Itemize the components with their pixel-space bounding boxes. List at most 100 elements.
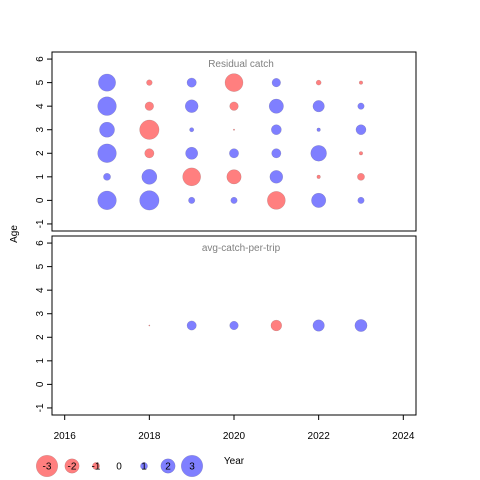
- y-tick-label: 1: [35, 358, 46, 364]
- legend-bubble: [64, 458, 80, 474]
- legend-label: 3: [189, 462, 195, 473]
- bubble-point: [146, 79, 153, 86]
- bubble-point: [269, 170, 283, 184]
- panels: Residual catch-10123456avg-catch-per-tri…: [35, 51, 417, 416]
- y-tick-label: 6: [35, 56, 46, 62]
- y-tick-label: -1: [35, 219, 46, 228]
- bubble-point: [316, 127, 321, 132]
- bubble-point: [189, 127, 194, 133]
- y-tick-label: 4: [35, 103, 46, 109]
- panel-frame: [51, 51, 417, 232]
- legend-entry: -1: [92, 462, 101, 473]
- panel-2: avg-catch-per-trip -1 0 1 2 3 4 5 6: [35, 235, 417, 416]
- bubble-point: [229, 148, 239, 159]
- bubble-point: [316, 79, 322, 86]
- bubble-point: [312, 100, 325, 113]
- bubble-point: [311, 193, 326, 208]
- bubble-point: [186, 320, 197, 331]
- legend-bubble: [160, 458, 176, 474]
- y-tick-label: 3: [35, 311, 46, 317]
- legend-bubble: [92, 462, 100, 470]
- legend-entry: 3: [181, 455, 203, 477]
- y-tick-label: 3: [35, 127, 46, 133]
- y-tick-label: 2: [35, 150, 46, 156]
- bubble-point: [355, 124, 367, 135]
- bubble-point: [226, 169, 242, 185]
- y-tick-label: 0: [35, 197, 46, 203]
- bubble-point: [312, 319, 325, 332]
- x-axis-label: Year: [224, 456, 245, 467]
- panel-title: avg-catch-per-trip: [202, 243, 281, 254]
- bubble-point: [271, 78, 281, 88]
- bubble-point: [359, 151, 363, 156]
- y-axis-label: Age: [9, 225, 20, 243]
- legend-entry: -3: [36, 455, 58, 477]
- legend-entry: -2: [64, 458, 80, 474]
- legend-label: 0: [116, 462, 122, 473]
- legend-entry: 1: [140, 462, 148, 473]
- bubble-point: [270, 319, 282, 332]
- x-tick-label: 2024: [392, 431, 415, 442]
- bubble-point: [233, 128, 235, 131]
- legend-label: -2: [68, 462, 77, 473]
- bubble-point: [310, 145, 327, 162]
- bubble-point: [99, 122, 115, 138]
- bubble-point: [97, 190, 117, 210]
- bubble-point: [224, 73, 244, 92]
- legend-bubble: [140, 462, 148, 470]
- legend-bubble: [36, 455, 58, 477]
- legend-entry: 2: [160, 458, 176, 474]
- x-tick-label: 2016: [54, 431, 77, 442]
- bubble-point: [144, 148, 155, 159]
- legend-entry: 0: [116, 462, 122, 473]
- bubble-point: [185, 99, 199, 113]
- legend-bubble: [181, 455, 203, 477]
- bubble-point: [103, 173, 111, 181]
- bubble-point: [141, 169, 158, 185]
- bubble-point: [148, 324, 151, 327]
- bubble-point: [357, 102, 365, 110]
- y-tick-label: 0: [35, 381, 46, 387]
- legend-label: 1: [141, 462, 147, 473]
- axis-labels: Age Year: [9, 225, 245, 467]
- x-tick-label: 2018: [138, 431, 161, 442]
- bubble-point: [139, 190, 160, 211]
- panel-1: Residual catch -1 0 1 2 3 4 5 6: [35, 51, 417, 232]
- bubble-point: [97, 143, 117, 163]
- legend-label: -1: [92, 462, 101, 473]
- bubble-point: [359, 80, 363, 85]
- y-tick-label: 1: [35, 174, 46, 180]
- bubble-point: [229, 101, 239, 111]
- y-tick-label: 4: [35, 287, 46, 293]
- legend: -3 -2 -1 0 1 2 3: [36, 455, 203, 477]
- bubble-point: [185, 147, 198, 160]
- bubble-point: [139, 119, 160, 140]
- x-tick-label: 2022: [308, 431, 331, 442]
- bubble-point: [357, 173, 365, 181]
- bubble-point: [188, 197, 196, 204]
- bubble-point: [354, 319, 368, 332]
- bubble-point: [267, 191, 286, 210]
- bubble-point: [271, 148, 282, 159]
- x-tick-label: 2020: [223, 431, 246, 442]
- bubble-point: [271, 124, 282, 135]
- bubble-point: [144, 101, 154, 111]
- bubble-point: [186, 77, 197, 88]
- y-tick-label: 6: [35, 240, 46, 246]
- x-axis: 2016 2018 2020 2022 2024: [54, 414, 415, 442]
- bubble-point: [182, 167, 201, 186]
- y-tick-label: 5: [35, 263, 46, 269]
- y-tick-label: -1: [35, 403, 46, 412]
- bubble-point: [230, 197, 238, 204]
- legend-label: -3: [43, 462, 52, 473]
- bubble-point: [316, 174, 321, 179]
- y-tick-label: 5: [35, 79, 46, 85]
- y-tick-label: 2: [35, 334, 46, 340]
- bubble-point: [97, 96, 117, 116]
- bubble-point: [269, 98, 284, 114]
- bubble-point: [98, 73, 116, 92]
- bubble-point: [357, 197, 365, 204]
- bubble-point: [229, 321, 239, 330]
